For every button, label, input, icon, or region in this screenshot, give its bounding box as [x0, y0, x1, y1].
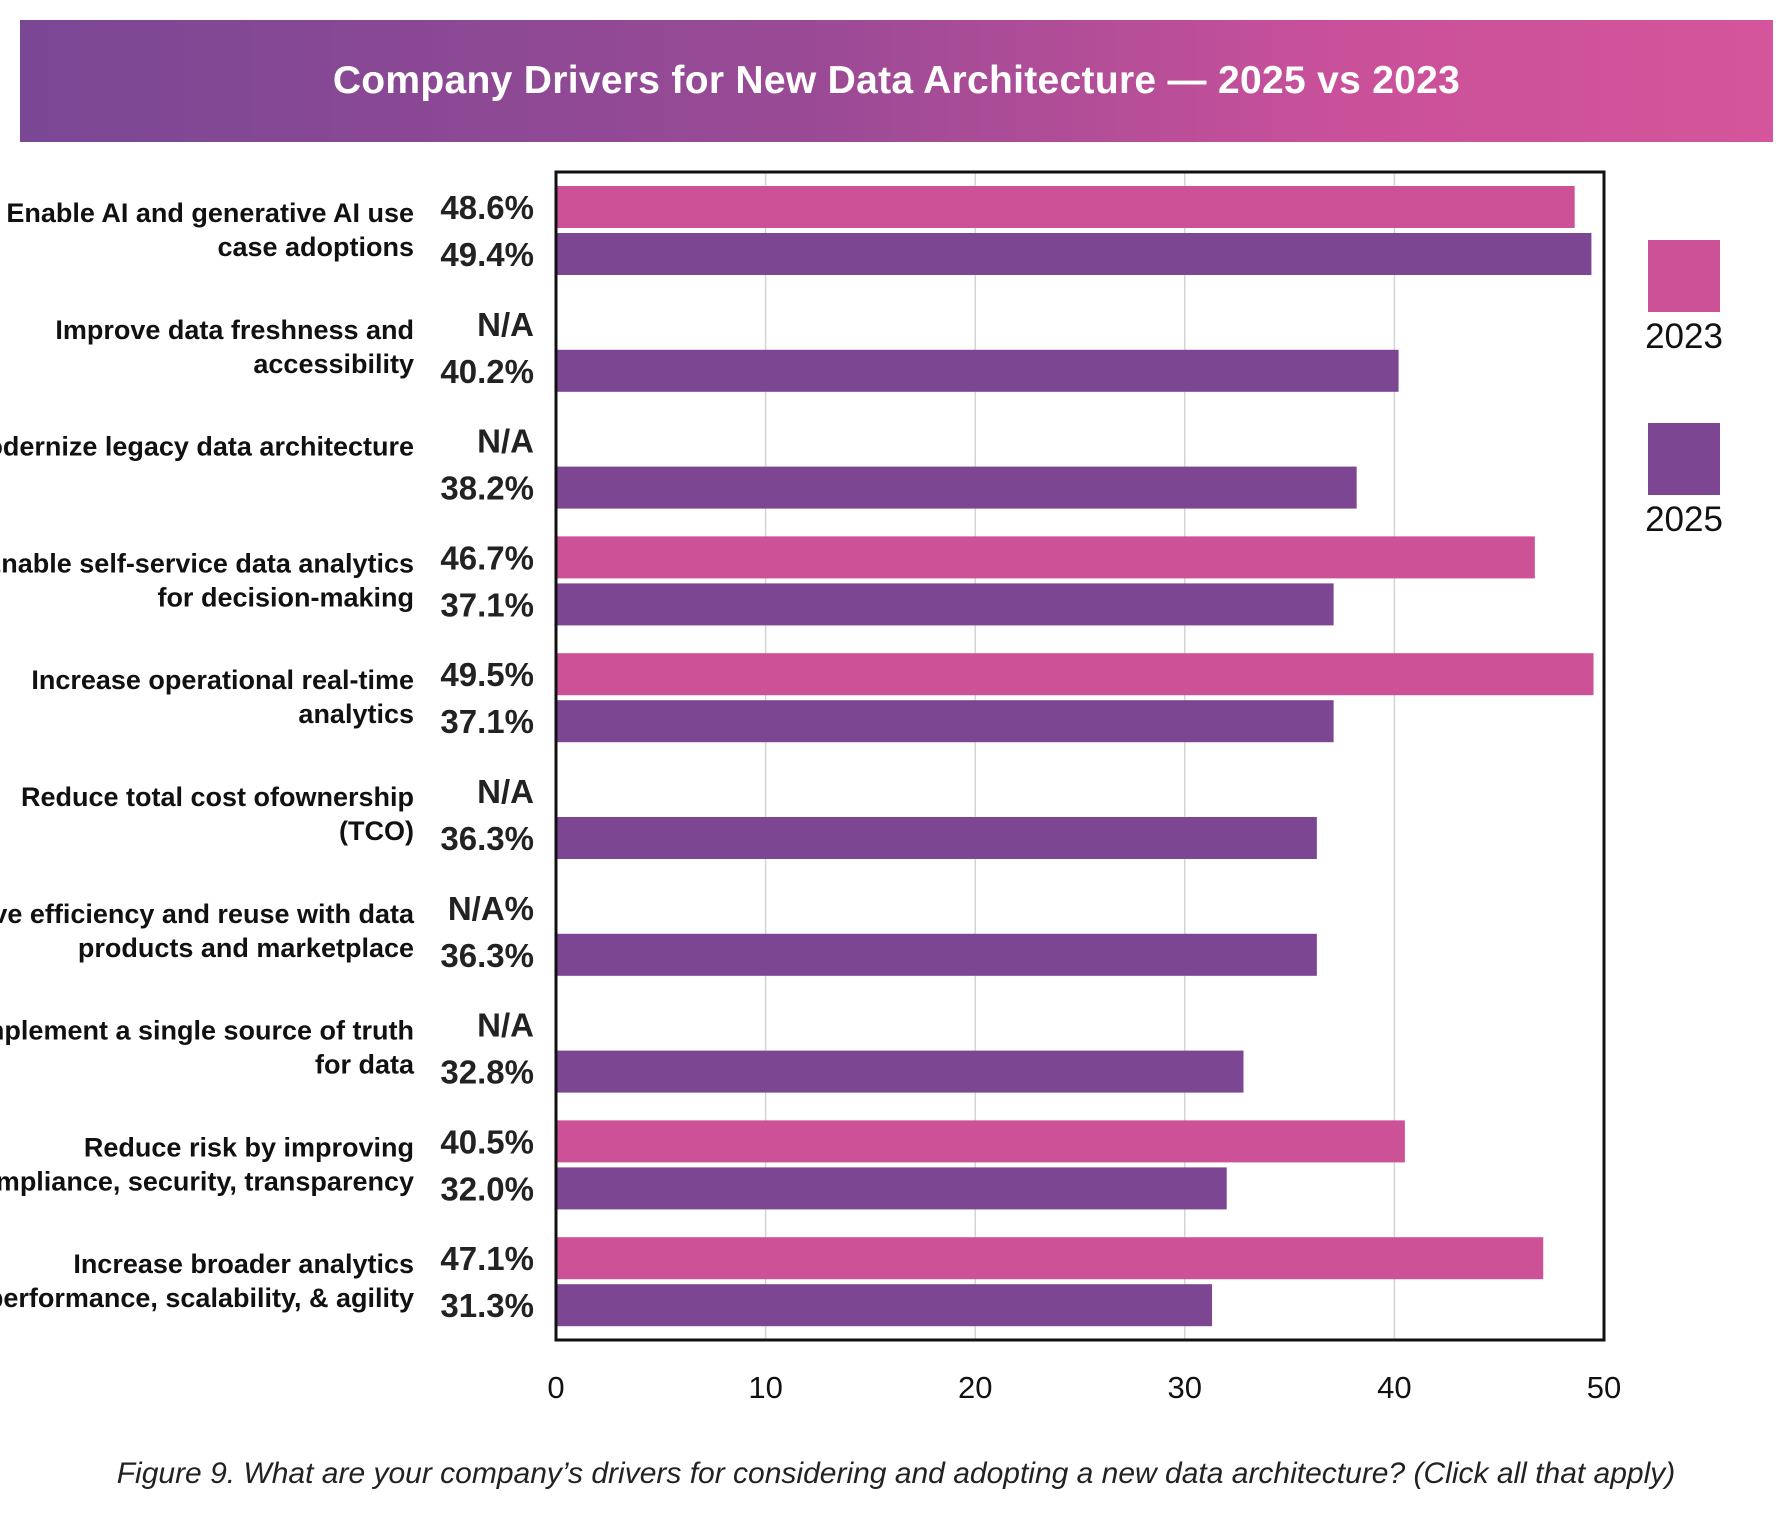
category-label: (TCO): [339, 816, 414, 846]
category-label: Implement a single source of truth: [0, 1016, 414, 1046]
x-tick-label: 10: [748, 1370, 782, 1405]
bar-2023: [556, 653, 1594, 696]
bar-2023: [556, 1237, 1544, 1280]
legend-swatch-2023: [1648, 240, 1720, 312]
bar-2025: [556, 817, 1317, 859]
category-label: Reduce risk by improving: [84, 1132, 414, 1162]
x-tick-label: 20: [958, 1370, 992, 1405]
bar-2025: [556, 233, 1592, 275]
x-tick-label: 40: [1377, 1370, 1411, 1405]
category-label: Enable self-service data analytics: [0, 548, 414, 578]
category-label: Modernize legacy data architecture: [0, 432, 414, 462]
category-label: Reduce total cost ofownership: [21, 782, 414, 812]
category-label: for data: [315, 1050, 415, 1080]
category-label: Enable AI and generative AI use: [6, 198, 414, 228]
x-tick-label: 30: [1168, 1370, 1202, 1405]
bar-2023: [556, 186, 1575, 228]
category-label: Increase operational real-time: [31, 665, 414, 695]
x-tick-label: 50: [1587, 1370, 1621, 1405]
data-label-2025: 37.1%: [440, 586, 534, 623]
category-label: compliance, security, transparency: [0, 1166, 414, 1196]
category-label: products and marketplace: [78, 933, 414, 963]
bar-2025: [556, 700, 1334, 743]
data-label-2023: 46.7%: [440, 539, 534, 576]
data-label-2023: 47.1%: [440, 1240, 534, 1277]
category-label: Drive efficiency and reuse with data: [0, 899, 415, 929]
bar-2025: [556, 1167, 1227, 1210]
data-label-2023: N/A: [477, 1007, 534, 1044]
data-label-2025: 32.8%: [440, 1054, 534, 1091]
legend-label-2025: 2025: [1645, 500, 1723, 539]
data-label-2025: 40.2%: [440, 353, 534, 390]
legend-swatch-2025: [1648, 423, 1720, 495]
bar-2025: [556, 349, 1399, 392]
bar-2025: [556, 933, 1317, 976]
category-label: Improve data freshness and: [55, 315, 414, 345]
data-label-2023: N/A: [477, 306, 534, 343]
bar-2025: [556, 1284, 1213, 1327]
category-label: performance, scalability, & agility: [0, 1283, 414, 1313]
chart-title: Company Drivers for New Data Architectur…: [332, 59, 1461, 102]
data-label-2023: 49.5%: [440, 656, 534, 693]
data-label-2023: N/A: [477, 423, 534, 460]
category-label: analytics: [298, 699, 414, 729]
data-label-2023: 48.6%: [440, 189, 534, 226]
data-label-2023: N/A%: [448, 890, 534, 927]
bar-2025: [556, 466, 1357, 509]
plot-frame: [554, 170, 1606, 1342]
data-label-2025: 32.0%: [440, 1170, 534, 1207]
data-label-2023: N/A: [477, 773, 534, 810]
data-label-2025: 38.2%: [440, 470, 534, 507]
category-label: accessibility: [253, 349, 414, 379]
title-banner: Company Drivers for New Data Architectur…: [20, 20, 1773, 142]
category-label: Increase broader analytics: [73, 1249, 414, 1279]
data-label-2023: 40.5%: [440, 1123, 534, 1160]
figure-caption: Figure 9. What are your company’s driver…: [116, 1457, 1676, 1490]
category-label: for decision-making: [157, 582, 414, 612]
data-label-2025: 36.3%: [440, 820, 534, 857]
data-label-2025: 31.3%: [440, 1287, 534, 1324]
category-label: case adoptions: [217, 232, 414, 262]
bar-2025: [556, 583, 1334, 626]
data-label-2025: 49.4%: [440, 236, 534, 273]
data-label-2025: 37.1%: [440, 703, 534, 740]
legend-label-2023: 2023: [1645, 317, 1723, 356]
data-label-2025: 36.3%: [440, 937, 534, 974]
bar-2023: [556, 536, 1535, 579]
x-tick-label: 0: [547, 1370, 564, 1405]
bar-2025: [556, 1050, 1244, 1093]
bar-2023: [556, 1120, 1405, 1163]
